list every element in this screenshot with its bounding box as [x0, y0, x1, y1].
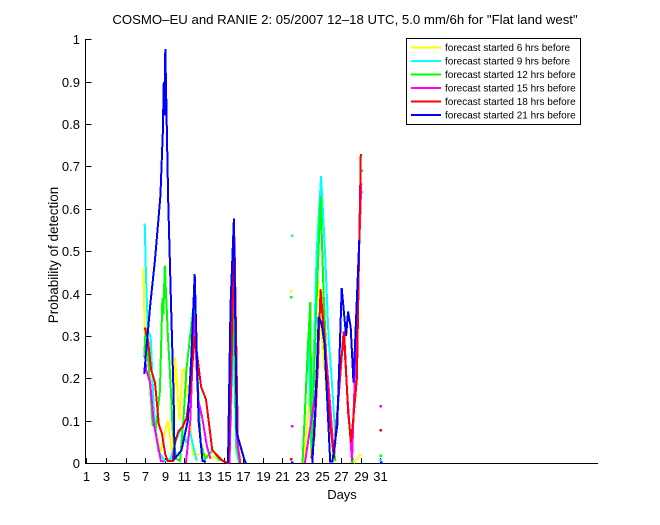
svg-text:7: 7: [142, 469, 149, 484]
svg-text:Probability of detection: Probability of detection: [46, 187, 61, 324]
svg-text:forecast started 21 hrs before: forecast started 21 hrs before: [445, 111, 576, 122]
svg-text:11: 11: [178, 469, 192, 484]
svg-text:21: 21: [275, 469, 289, 484]
svg-text:forecast started 15 hrs before: forecast started 15 hrs before: [445, 84, 576, 95]
svg-text:29: 29: [354, 469, 368, 484]
svg-text:forecast started 18 hrs before: forecast started 18 hrs before: [445, 97, 576, 108]
svg-text:0.5: 0.5: [62, 244, 80, 259]
svg-text:0: 0: [73, 456, 80, 471]
svg-text:17: 17: [236, 469, 250, 484]
svg-text:9: 9: [162, 469, 169, 484]
svg-text:1: 1: [73, 32, 80, 47]
svg-text:0.6: 0.6: [62, 202, 80, 217]
svg-text:Days: Days: [327, 487, 357, 502]
svg-text:19: 19: [256, 469, 270, 484]
svg-text:forecast started 9 hrs before: forecast started 9 hrs before: [445, 57, 571, 68]
svg-text:3: 3: [103, 469, 110, 484]
svg-text:5: 5: [123, 469, 130, 484]
svg-text:0.3: 0.3: [62, 329, 80, 344]
svg-text:27: 27: [334, 469, 348, 484]
svg-text:0.9: 0.9: [62, 75, 80, 90]
svg-text:COSMO–EU and RANIE 2: 05/2007: COSMO–EU and RANIE 2: 05/2007 12–18 UTC,…: [112, 12, 578, 27]
svg-text:0.1: 0.1: [62, 414, 80, 429]
svg-text:0.8: 0.8: [62, 117, 80, 132]
svg-text:15: 15: [217, 469, 231, 484]
svg-text:0.2: 0.2: [62, 371, 80, 386]
svg-text:25: 25: [315, 469, 329, 484]
svg-text:31: 31: [373, 469, 387, 484]
svg-text:0.7: 0.7: [62, 159, 80, 174]
svg-text:forecast started 12 hrs before: forecast started 12 hrs before: [445, 70, 576, 81]
svg-text:0.4: 0.4: [62, 287, 80, 302]
svg-text:13: 13: [197, 469, 211, 484]
svg-text:forecast started 6 hrs before: forecast started 6 hrs before: [445, 43, 571, 54]
svg-text:23: 23: [295, 469, 309, 484]
svg-text:1: 1: [83, 469, 90, 484]
